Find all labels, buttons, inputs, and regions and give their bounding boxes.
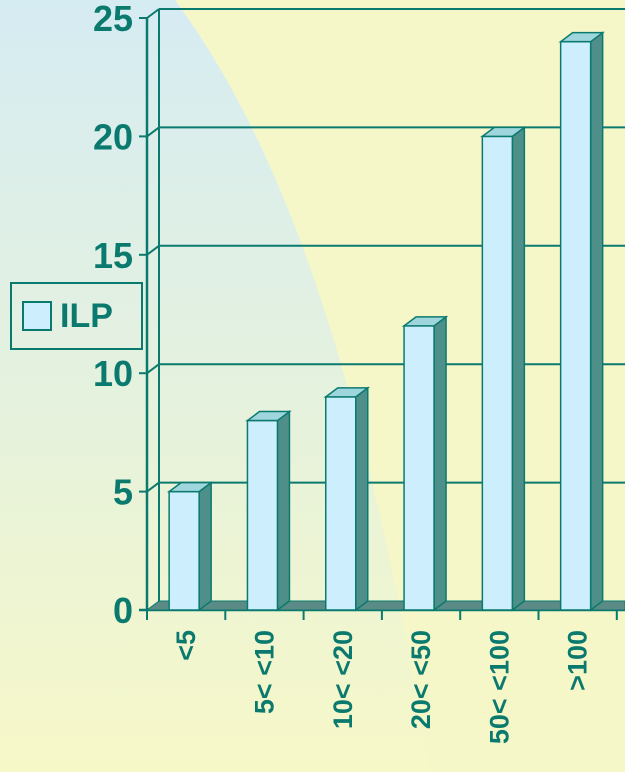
bar-front: [325, 396, 357, 611]
chart-floor: [145, 600, 625, 611]
bar: [323, 386, 370, 612]
y-tick-label: 15: [93, 235, 133, 276]
bar: [166, 481, 214, 612]
bar: [245, 410, 292, 612]
bar: [480, 125, 527, 612]
x-tick-label: 50< <100: [484, 630, 514, 744]
bar-front: [403, 325, 435, 611]
bar-front: [246, 419, 279, 611]
bar-side: [589, 31, 604, 612]
bar-front: [559, 40, 592, 611]
gridline-depth: [146, 481, 160, 493]
bar-top: [245, 410, 292, 422]
bar-top: [480, 126, 527, 138]
x-tick-label: <5: [171, 630, 201, 661]
bar-front: [481, 135, 514, 611]
gridline-depth: [146, 245, 160, 256]
y-tick-label: 25: [93, 0, 133, 39]
floor: [145, 600, 625, 611]
bar-front: [168, 490, 200, 611]
bar-top: [401, 316, 449, 327]
bar-side: [511, 125, 526, 612]
bar-side: [276, 410, 291, 612]
x-tick-labels: <5 5< <10 10< <20 20< <50 50< <100 >100: [171, 630, 593, 744]
legend-swatch: [22, 301, 52, 331]
legend-label: ILP: [60, 296, 113, 335]
bar-top: [323, 387, 370, 398]
y-tick-label: 20: [93, 116, 133, 157]
bar: [401, 315, 449, 612]
y-tick-labels: 0 5 10 15 20 25: [93, 0, 133, 631]
bar: [558, 31, 605, 612]
y-tick-label: 5: [113, 472, 133, 513]
gridline-depth: [146, 363, 160, 375]
x-tick-label: >100: [563, 630, 593, 691]
bar-side: [433, 315, 447, 612]
bar-side: [355, 386, 369, 612]
bar-top: [558, 31, 605, 43]
y-tick-label: 10: [93, 353, 133, 394]
gridline-depth: [146, 8, 160, 19]
gridline-depth: [146, 126, 160, 138]
bar-top: [166, 481, 214, 493]
bars: [166, 31, 605, 612]
grid-lines: [146, 8, 625, 493]
x-tick-label: 10< <20: [328, 630, 358, 729]
bar-side: [198, 481, 212, 612]
x-tick-label: 5< <10: [249, 630, 279, 714]
x-tick-label: 20< <50: [406, 630, 436, 729]
y-tick-label: 0: [113, 590, 133, 631]
legend: ILP: [10, 282, 143, 350]
